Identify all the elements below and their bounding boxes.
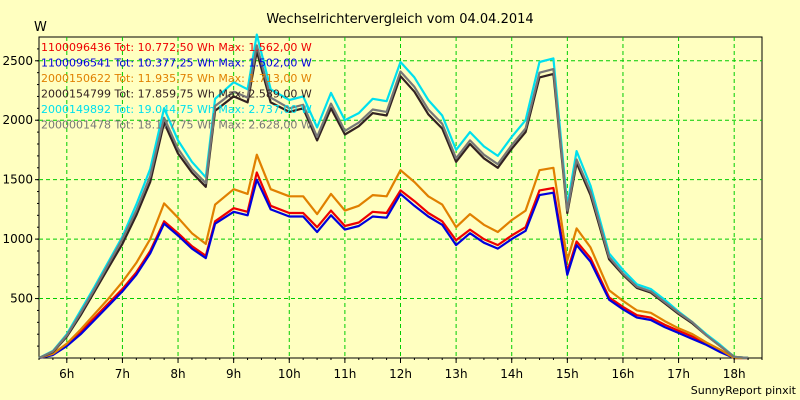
x-tick-label: 15h (556, 367, 579, 381)
series-line-6 (38, 44, 749, 360)
x-tick-label: 8h (170, 367, 185, 381)
legend: 1100096436 Tot: 10.772,50 Wh Max: 1.562,… (41, 41, 312, 132)
series-line-5 (38, 33, 749, 360)
x-tick-label: 18h (723, 367, 746, 381)
x-tick-label: 10h (278, 367, 301, 381)
y-tick-label: 2500 (2, 54, 33, 68)
chart-title: Wechselrichtervergleich vom 04.04.2014 (266, 12, 533, 27)
y-axis-label: W (34, 20, 47, 35)
x-tick-label: 17h (667, 367, 690, 381)
x-tick-label: 6h (59, 367, 74, 381)
series-line-3 (38, 153, 749, 360)
y-axis: 500 1000 1500 2000 2500 (2, 48, 39, 347)
series-layer (38, 33, 749, 360)
legend-entry-4: 2000154799 Tot: 17.859,75 Wh Max: 2.589,… (41, 88, 312, 101)
legend-entry-3: 2000150622 Tot: 11.935,75 Wh Max: 1.713,… (41, 72, 312, 85)
legend-entry-1: 1100096436 Tot: 10.772,50 Wh Max: 1.562,… (41, 41, 312, 54)
x-tick-label: 14h (500, 367, 523, 381)
x-axis: 6h 7h 8h 9h 10h 11h 12h 13h 14h 15h 16h 17h 18h (38, 358, 763, 381)
legend-entry-5: 2000149892 Tot: 19.044,75 Wh Max: 2.737,… (41, 103, 312, 116)
y-tick-label: 500 (10, 292, 33, 306)
y-tick-label: 2000 (2, 113, 33, 127)
x-tick-label: 12h (389, 367, 412, 381)
plot-area (38, 36, 763, 359)
x-tick-label: 11h (333, 367, 356, 381)
x-tick-label: 13h (445, 367, 468, 381)
series-line-2 (38, 178, 749, 360)
y-tick-label: 1500 (2, 173, 33, 187)
y-tick-label: 1000 (2, 232, 33, 246)
footer-credit: SunnyReport pinxit (691, 384, 797, 397)
x-tick-label: 7h (115, 367, 130, 381)
grid (39, 37, 762, 358)
x-tick-label: 9h (226, 367, 241, 381)
legend-entry-6: 2000001478 Tot: 18.177,75 Wh Max: 2.628,… (41, 119, 312, 132)
x-tick-label: 16h (612, 367, 635, 381)
legend-entry-2: 1100096541 Tot: 10.377,25 Wh Max: 1.502,… (41, 57, 312, 70)
